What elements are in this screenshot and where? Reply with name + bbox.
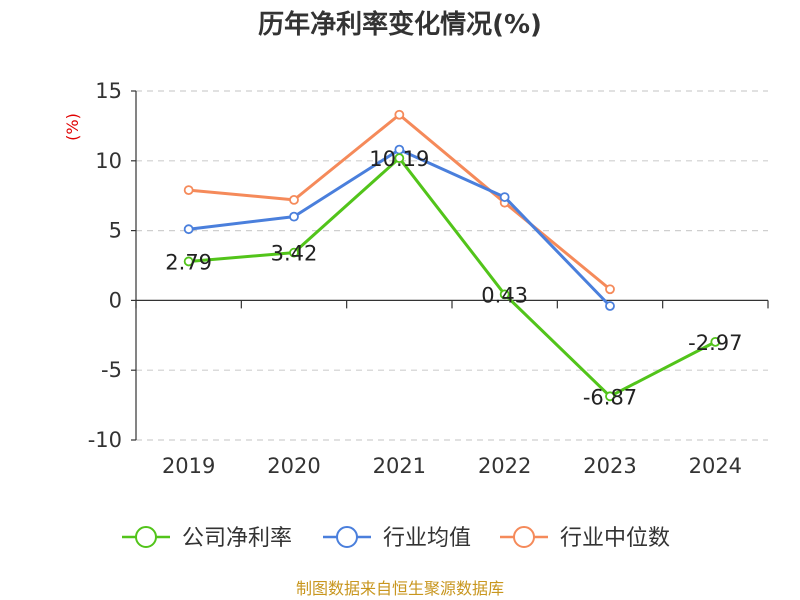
- grid: [136, 90, 768, 441]
- data-point: [183, 185, 194, 196]
- data-label: 2.79: [165, 250, 212, 274]
- data-point: [499, 289, 510, 300]
- legend-item-2[interactable]: 行业中位数: [500, 526, 670, 551]
- x-tick-label: 2024: [689, 454, 742, 478]
- legend-label: 行业中位数: [560, 526, 670, 551]
- x-tick-label: 2023: [583, 454, 636, 478]
- legend-marker-icon: [336, 526, 358, 548]
- data-point: [394, 109, 405, 120]
- data-label: -6.87: [583, 385, 637, 409]
- y-tick-label: 0: [109, 288, 122, 312]
- data-point: [289, 211, 299, 222]
- y-tick-label: 10: [95, 149, 122, 173]
- y-tick-label: -10: [88, 428, 122, 452]
- axes: 15 10 5 0 -5 -10 2019 2020 2021 2022 2023 2024: [88, 79, 769, 478]
- y-tick-label: -5: [101, 358, 122, 382]
- data-label: 0.43: [481, 283, 528, 307]
- data-labels: 2.79 3.42 10.19 0.43 -6.87 -2.97: [165, 147, 742, 409]
- data-point: [710, 336, 721, 347]
- data-point: [394, 153, 405, 164]
- data-point: [183, 256, 194, 267]
- data-point: [289, 194, 299, 205]
- legend-item-1[interactable]: 行业均值: [323, 526, 471, 551]
- legend-label: 行业均值: [383, 526, 471, 551]
- data-point: [499, 192, 510, 202]
- x-tick-label: 2019: [162, 454, 215, 478]
- x-tick-label: 2020: [267, 454, 320, 478]
- x-tick-label: 2022: [478, 454, 531, 478]
- data-point: [605, 301, 615, 311]
- data-label: -2.97: [688, 331, 742, 355]
- y-tick-label: 5: [109, 219, 122, 243]
- series-line-0: [188, 156, 717, 398]
- y-tick-label: 15: [95, 79, 122, 103]
- series-line-2: [188, 113, 611, 291]
- legend-marker-icon: [135, 526, 157, 548]
- legend[interactable]: 公司净利率 行业均值 行业中位数: [122, 526, 670, 551]
- data-label: 10.19: [369, 147, 429, 171]
- series-group: [183, 109, 721, 402]
- data-point: [289, 247, 299, 258]
- legend-label: 公司净利率: [182, 526, 292, 551]
- data-point: [605, 391, 615, 402]
- x-tick-label: 2021: [373, 454, 426, 478]
- series-line-1: [188, 148, 612, 308]
- data-label: 3.42: [271, 242, 318, 266]
- source-note: 制图数据来自恒生聚源数据库: [296, 579, 504, 598]
- data-point: [183, 224, 194, 235]
- chart-title: 历年净利率变化情况(%): [258, 9, 542, 40]
- data-point: [605, 284, 615, 295]
- legend-item-0[interactable]: 公司净利率: [122, 526, 292, 551]
- legend-marker-icon: [513, 526, 535, 548]
- y-axis-label: (%): [63, 113, 82, 141]
